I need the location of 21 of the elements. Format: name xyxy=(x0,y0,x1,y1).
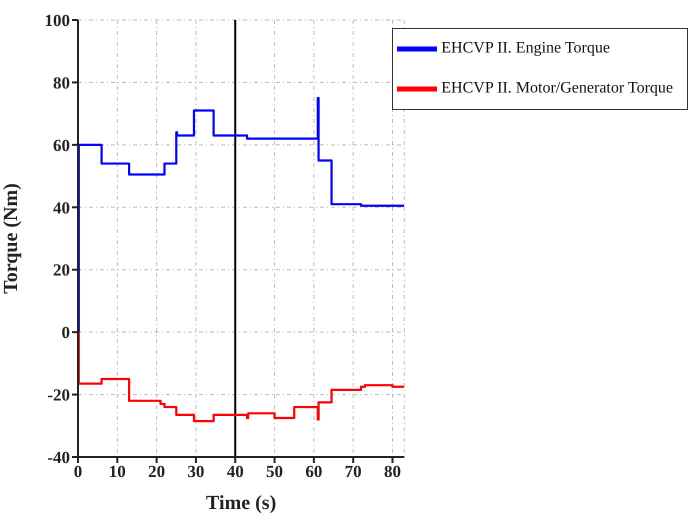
x-tick-label: 50 xyxy=(266,462,284,482)
x-tick-label: 80 xyxy=(384,462,401,482)
x-tick-label: 30 xyxy=(187,462,204,482)
y-tick-label: 60 xyxy=(53,136,70,155)
x-tick-label: 40 xyxy=(226,462,244,482)
x-tick-label: 10 xyxy=(108,462,126,482)
x-axis-title: Time (s) xyxy=(206,492,276,514)
y-tick-label: 40 xyxy=(53,198,70,218)
y-tick-label: 100 xyxy=(44,11,70,30)
x-tick-label: 60 xyxy=(305,462,322,482)
x-tick-label: 0 xyxy=(74,462,82,482)
y-tick-label: 80 xyxy=(53,73,70,92)
y-axis-title: Torque (Nm) xyxy=(0,183,22,294)
y-tick-label: -40 xyxy=(47,448,70,468)
x-tick-label: 70 xyxy=(344,462,362,482)
legend-label: EHCVP II. Motor/Generator Torque xyxy=(441,80,673,97)
y-tick-label: -20 xyxy=(47,386,70,405)
y-tick-label: 0 xyxy=(62,323,70,342)
legend-label: EHCVP II. Engine Torque xyxy=(441,40,610,57)
x-tick-label: 20 xyxy=(148,462,166,482)
y-tick-label: 20 xyxy=(53,260,70,280)
